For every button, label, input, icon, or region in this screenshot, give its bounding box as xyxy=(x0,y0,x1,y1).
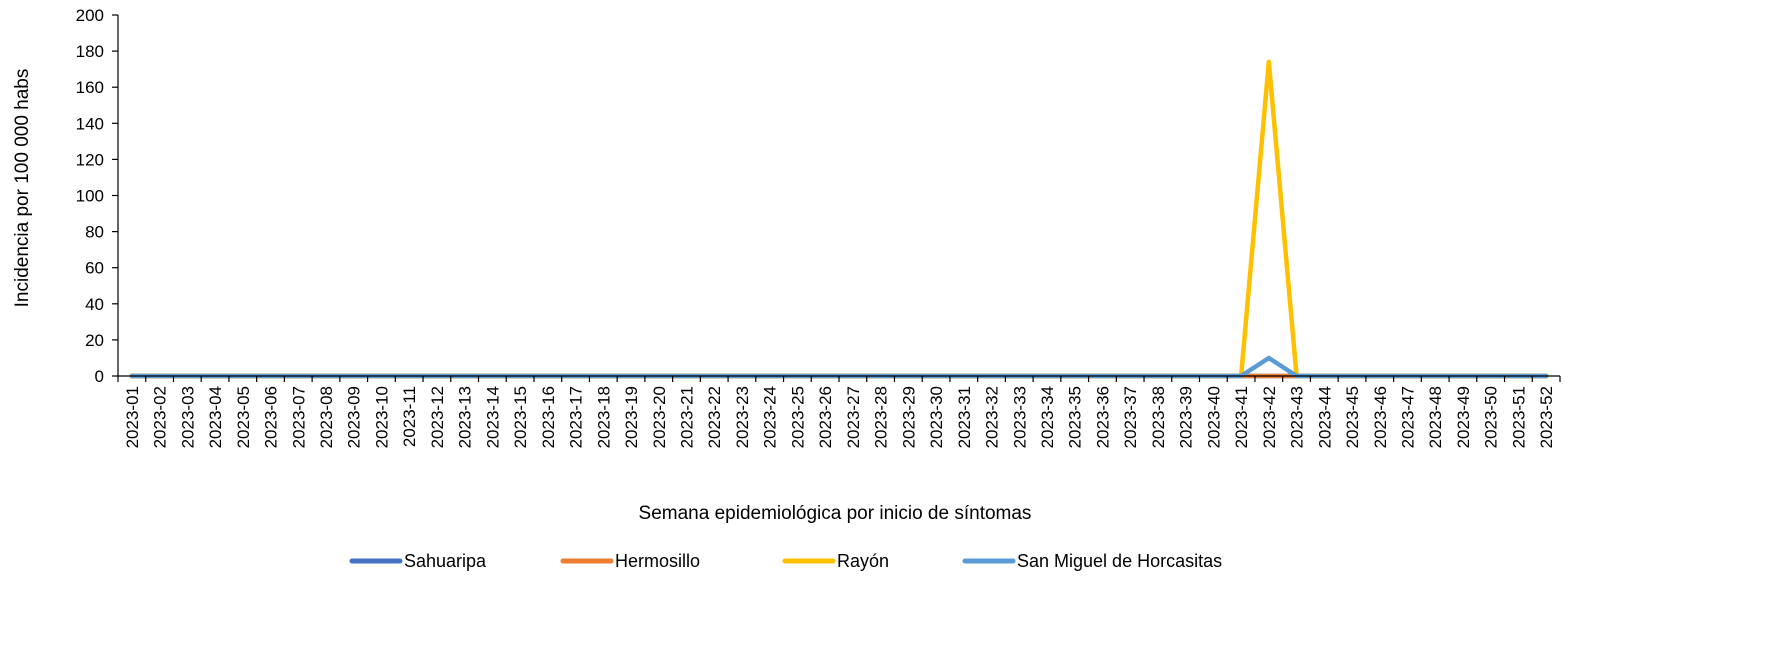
y-tick-label: 40 xyxy=(85,295,104,314)
legend-label: Rayón xyxy=(837,551,889,571)
x-tick-label: 2023-37 xyxy=(1121,386,1140,448)
y-tick-label: 200 xyxy=(76,6,104,25)
x-tick-label: 2023-22 xyxy=(705,386,724,448)
legend-label: San Miguel de Horcasitas xyxy=(1017,551,1222,571)
legend-label: Sahuaripa xyxy=(404,551,487,571)
x-axis: 2023-01 2023-02 2023-03 2023-04 2023-05 2023-… xyxy=(117,375,1561,448)
x-tick-label: 2023-48 xyxy=(1426,386,1445,448)
x-tick-label: 2023-02 xyxy=(151,386,170,448)
x-tick-label: 2023-31 xyxy=(955,386,974,448)
x-tick-label: 2023-32 xyxy=(983,386,1002,448)
x-tick-label: 2023-23 xyxy=(733,386,752,448)
x-tick-label: 2023-43 xyxy=(1288,386,1307,448)
x-tick-label: 2023-14 xyxy=(483,386,502,448)
y-tick-label: 0 xyxy=(95,367,104,386)
x-tick-label: 2023-04 xyxy=(206,386,225,448)
y-tick-label: 180 xyxy=(76,42,104,61)
y-tick-label: 20 xyxy=(85,331,104,350)
x-tick-label: 2023-45 xyxy=(1343,386,1362,448)
x-tick-label: 2023-44 xyxy=(1315,386,1334,448)
x-tick-label: 2023-38 xyxy=(1149,386,1168,448)
x-tick-label: 2023-46 xyxy=(1371,386,1390,448)
x-tick-label: 2023-05 xyxy=(234,386,253,448)
x-tick-label: 2023-33 xyxy=(1010,386,1029,448)
x-tick-label: 2023-29 xyxy=(899,386,918,448)
x-tick-label: 2023-19 xyxy=(622,386,641,448)
legend-item: Hermosillo xyxy=(560,551,700,571)
x-tick-label: 2023-12 xyxy=(428,386,447,448)
legend: Sahuaripa Hermosillo Rayón San Miguel de Ho… xyxy=(349,551,1222,571)
x-tick-label: 2023-03 xyxy=(178,386,197,448)
x-tick-label: 2023-47 xyxy=(1398,386,1417,448)
y-axis-title: Incidencia por 100 000 habs xyxy=(12,69,33,308)
x-tick-label: 2023-42 xyxy=(1260,386,1279,448)
x-tick-label: 2023-13 xyxy=(456,386,475,448)
x-tick-label: 2023-21 xyxy=(677,386,696,448)
x-tick-label: 2023-16 xyxy=(539,386,558,448)
x-tick-label: 2023-49 xyxy=(1454,386,1473,448)
x-tick-label: 2023-50 xyxy=(1482,386,1501,448)
x-tick-label: 2023-06 xyxy=(262,386,281,448)
series-layer xyxy=(129,59,1549,379)
x-tick-label: 2023-26 xyxy=(816,386,835,448)
x-tick-label: 2023-27 xyxy=(844,386,863,448)
series-line-3 xyxy=(129,59,1549,379)
x-tick-label: 2023-15 xyxy=(511,386,530,448)
x-tick-label: 2023-35 xyxy=(1066,386,1085,448)
y-tick-label: 60 xyxy=(85,259,104,278)
x-tick-label: 2023-52 xyxy=(1537,386,1556,448)
y-tick-label: 100 xyxy=(76,187,104,206)
x-tick-label: 2023-01 xyxy=(123,386,142,448)
x-tick-label: 2023-08 xyxy=(317,386,336,448)
legend-item: Sahuaripa xyxy=(349,551,487,571)
x-tick-label: 2023-11 xyxy=(400,386,419,447)
y-tick-label: 80 xyxy=(85,223,104,242)
y-tick-label: 160 xyxy=(76,78,104,97)
x-tick-label: 2023-40 xyxy=(1204,386,1223,448)
x-tick-label: 2023-34 xyxy=(1038,386,1057,448)
x-axis-title: Semana epidemiológica por inicio de sínt… xyxy=(639,503,1032,524)
x-tick-label: 2023-09 xyxy=(345,386,364,448)
x-tick-label: 2023-07 xyxy=(289,386,308,448)
legend-item: Rayón xyxy=(782,551,889,571)
legend-label: Hermosillo xyxy=(615,551,700,571)
legend-item: San Miguel de Horcasitas xyxy=(962,551,1222,571)
x-tick-label: 2023-51 xyxy=(1509,386,1528,448)
x-tick-label: 2023-10 xyxy=(372,386,391,448)
x-tick-label: 2023-30 xyxy=(927,386,946,448)
x-tick-label: 2023-20 xyxy=(650,386,669,448)
x-tick-label: 2023-28 xyxy=(872,386,891,448)
x-tick-label: 2023-25 xyxy=(788,386,807,448)
y-tick-label: 120 xyxy=(76,150,104,169)
x-tick-label: 2023-36 xyxy=(1093,386,1112,448)
y-axis: 0 20 40 60 80 100 120 140 160 180 200 xyxy=(76,6,119,386)
x-tick-label: 2023-24 xyxy=(761,386,780,448)
series-line-4 xyxy=(129,355,1549,379)
x-tick-label: 2023-18 xyxy=(594,386,613,448)
x-tick-label: 2023-41 xyxy=(1232,386,1251,448)
x-tick-label: 2023-17 xyxy=(567,386,586,448)
y-tick-label: 140 xyxy=(76,114,104,133)
x-tick-label: 2023-39 xyxy=(1177,386,1196,448)
